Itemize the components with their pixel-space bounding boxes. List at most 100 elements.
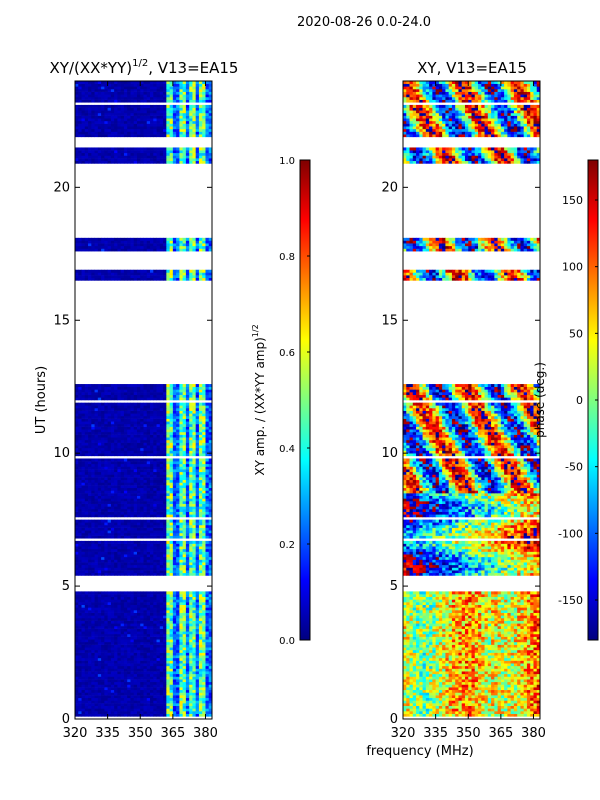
- amplitude-cell: [205, 508, 210, 512]
- amplitude-cell: [192, 275, 197, 279]
- amplitude-cell: [133, 275, 138, 279]
- amplitude-cell: [143, 695, 148, 699]
- amplitude-cell: [202, 487, 206, 491]
- amplitude-cell: [130, 392, 135, 395]
- amplitude-cell: [133, 607, 138, 611]
- amplitude-cell: [104, 639, 109, 643]
- amplitude-cell: [192, 487, 197, 491]
- amplitude-cell: [84, 668, 89, 672]
- amplitude-cell: [117, 474, 122, 478]
- amplitude-cell: [156, 514, 161, 518]
- amplitude-cell: [107, 713, 112, 717]
- amplitude-cell: [107, 612, 112, 616]
- amplitude-cell: [136, 644, 141, 648]
- amplitude-cell: [91, 641, 95, 645]
- amplitude-cell: [166, 272, 170, 276]
- amplitude-cell: [189, 623, 193, 627]
- amplitude-cell: [140, 415, 144, 419]
- amplitude-cell: [182, 705, 187, 709]
- amplitude-cell: [91, 647, 95, 651]
- amplitude-cell: [172, 647, 177, 651]
- amplitude-cell: [117, 535, 122, 539]
- amplitude-cell: [75, 490, 79, 494]
- amplitude-cell: [202, 570, 206, 574]
- amplitude-cell: [140, 458, 144, 462]
- amplitude-cell: [163, 564, 167, 568]
- amplitude-cell: [127, 269, 131, 273]
- amplitude-cell: [101, 431, 105, 435]
- amplitude-cell: [176, 511, 180, 515]
- amplitude-cell: [189, 482, 193, 486]
- amplitude-cell: [179, 695, 184, 699]
- amplitude-cell: [185, 450, 190, 454]
- amplitude-cell: [208, 631, 213, 635]
- amplitude-cell: [110, 272, 115, 276]
- amplitude-cell: [159, 649, 164, 653]
- amplitude-cell: [91, 527, 95, 531]
- amplitude-cell: [169, 540, 174, 544]
- amplitude-cell: [205, 434, 210, 438]
- amplitude-cell: [169, 625, 174, 629]
- amplitude-cell: [101, 556, 105, 560]
- amplitude-cell: [156, 437, 161, 441]
- amplitude-cell: [84, 663, 89, 667]
- amplitude-cell: [117, 572, 122, 576]
- amplitude-cell: [189, 591, 193, 595]
- amplitude-cell: [192, 450, 197, 454]
- amplitude-cell: [127, 657, 131, 661]
- amplitude-cell: [163, 543, 167, 547]
- amplitude-cell: [136, 410, 141, 414]
- amplitude-cell: [91, 482, 95, 486]
- amplitude-cell: [192, 514, 197, 518]
- amplitude-cell: [176, 458, 180, 462]
- amplitude-cell: [182, 277, 187, 281]
- amplitude-cell: [110, 567, 115, 571]
- amplitude-cell: [84, 657, 89, 661]
- amplitude-cell: [117, 551, 122, 555]
- amplitude-cell: [114, 275, 118, 279]
- amplitude-cell: [179, 524, 184, 528]
- amplitude-cell: [198, 684, 203, 688]
- amplitude-cell: [107, 511, 112, 515]
- amplitude-cell: [94, 596, 99, 600]
- amplitude-cell: [127, 453, 131, 457]
- amplitude-cell: [182, 418, 187, 422]
- amplitude-cell: [153, 711, 157, 714]
- amplitude-cell: [94, 421, 99, 425]
- amplitude-cell: [179, 615, 184, 619]
- amplitude-cell: [202, 540, 206, 544]
- amplitude-cell: [179, 426, 184, 430]
- amplitude-cell: [123, 660, 128, 664]
- amplitude-cell: [172, 711, 177, 714]
- amplitude-cell: [94, 434, 99, 438]
- amplitude-cell: [136, 570, 141, 574]
- amplitude-cell: [94, 695, 99, 699]
- amplitude-cell: [107, 599, 112, 603]
- amplitude-cell: [166, 524, 170, 528]
- amplitude-cell: [75, 524, 79, 528]
- amplitude-cell: [117, 562, 122, 566]
- amplitude-cell: [75, 413, 79, 417]
- amplitude-cell: [169, 652, 174, 656]
- amplitude-cell: [101, 604, 105, 608]
- amplitude-cell: [101, 633, 105, 637]
- amplitude-cell: [185, 689, 190, 693]
- amplitude-cell: [120, 599, 125, 603]
- amplitude-cell: [163, 625, 167, 629]
- amplitude-cell: [202, 519, 206, 523]
- amplitude-cell: [123, 708, 128, 712]
- amplitude-cell: [202, 572, 206, 576]
- amplitude-cell: [97, 514, 102, 518]
- amplitude-cell: [120, 700, 125, 704]
- amplitude-cell: [97, 421, 102, 425]
- amplitude-cell: [166, 463, 170, 467]
- amplitude-cell: [75, 487, 79, 491]
- amplitude-cell: [205, 633, 210, 637]
- amplitude-cell: [208, 684, 213, 688]
- amplitude-cell: [169, 384, 174, 388]
- amplitude-cell: [107, 548, 112, 552]
- amplitude-cell: [208, 439, 213, 443]
- amplitude-cell: [208, 524, 213, 528]
- amplitude-cell: [150, 572, 154, 576]
